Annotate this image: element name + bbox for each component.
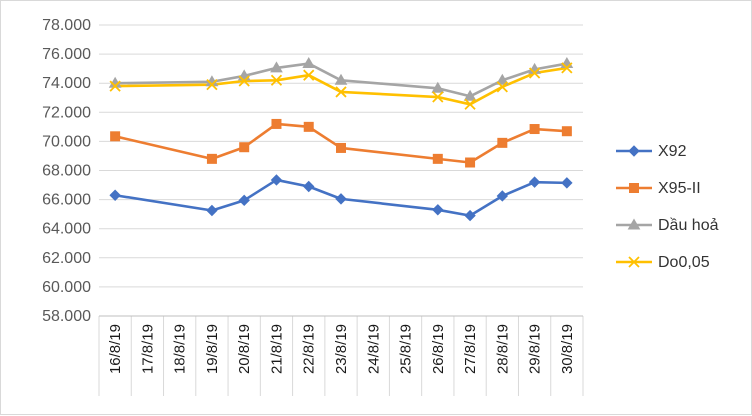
data-point-4 — [432, 91, 444, 103]
data-point-1 — [335, 193, 347, 205]
y-tick-label: 72.000 — [42, 104, 91, 121]
data-point-4 — [238, 75, 250, 87]
data-point-1 — [238, 194, 250, 207]
data-point-2 — [110, 131, 121, 142]
data-point-2 — [336, 142, 346, 153]
legend-swatch-marker — [628, 256, 640, 268]
data-point-2 — [206, 153, 217, 164]
y-tick-label: 78.000 — [42, 17, 91, 34]
x-tick-label: 17/8/19 — [139, 324, 156, 374]
data-point-2 — [561, 126, 572, 137]
data-point-3 — [431, 81, 445, 93]
x-tick-label: 25/8/19 — [398, 324, 415, 374]
x-tick-label: 18/8/19 — [172, 324, 189, 374]
data-point-4 — [496, 81, 508, 93]
y-tick-label: 76.000 — [42, 46, 91, 63]
x-tick-label: 24/8/19 — [365, 324, 382, 374]
legend-swatch-marker — [628, 145, 640, 157]
x-tick-label: 21/8/19 — [268, 324, 285, 374]
data-point-1 — [528, 176, 541, 188]
data-point-4 — [561, 62, 573, 74]
data-point-2 — [239, 142, 250, 153]
x-tick-label: 22/8/19 — [301, 324, 318, 374]
data-point-2 — [303, 121, 314, 132]
data-point-3 — [463, 89, 477, 101]
data-point-1 — [496, 190, 509, 202]
data-point-3 — [334, 73, 348, 85]
x-tick-label: 28/8/19 — [494, 324, 511, 374]
data-point-2 — [497, 137, 508, 148]
data-point-1 — [206, 204, 218, 217]
x-tick-label: 23/8/19 — [333, 324, 350, 374]
data-point-2 — [465, 157, 476, 168]
legend-swatch-marker — [629, 183, 639, 193]
data-point-3 — [495, 73, 509, 85]
y-tick-label: 70.000 — [42, 133, 91, 150]
y-tick-label: 60.000 — [42, 279, 91, 296]
y-tick-label: 68.000 — [42, 163, 91, 180]
y-tick-label: 58.000 — [42, 308, 91, 325]
legend-swatch-marker — [627, 218, 641, 230]
x-tick-label: 27/8/19 — [462, 324, 479, 374]
x-tick-label: 16/8/19 — [107, 324, 124, 374]
data-point-1 — [270, 174, 283, 186]
data-point-4 — [303, 69, 315, 81]
data-point-1 — [561, 177, 573, 189]
series-line-4 — [115, 66, 568, 106]
data-point-2 — [271, 118, 282, 129]
legend-label: Do0,05 — [658, 254, 710, 271]
data-point-3 — [270, 61, 283, 73]
data-point-4 — [109, 80, 121, 92]
y-tick-label: 64.000 — [42, 221, 91, 238]
x-tick-label: 19/8/19 — [204, 324, 221, 374]
y-tick-label: 62.000 — [42, 250, 91, 267]
data-point-2 — [529, 124, 540, 135]
data-point-3 — [302, 57, 316, 69]
y-tick-label: 74.000 — [42, 75, 91, 92]
data-point-2 — [432, 153, 443, 164]
data-point-1 — [109, 189, 121, 201]
data-point-4 — [464, 98, 476, 110]
data-point-4 — [270, 74, 283, 86]
legend-label: Dầu hoả — [658, 217, 719, 234]
data-point-4 — [528, 67, 541, 79]
data-point-1 — [432, 204, 444, 216]
legend-label: X95-II — [658, 180, 701, 197]
legend-label: X92 — [658, 143, 687, 160]
data-point-1 — [464, 209, 476, 222]
x-tick-label: 30/8/19 — [559, 324, 576, 374]
y-tick-label: 66.000 — [42, 192, 91, 209]
data-point-4 — [206, 79, 218, 91]
x-tick-label: 29/8/19 — [527, 324, 544, 374]
x-tick-label: 26/8/19 — [430, 324, 447, 374]
data-point-4 — [335, 86, 347, 98]
data-point-1 — [303, 180, 315, 193]
x-tick-label: 20/8/19 — [236, 324, 253, 374]
